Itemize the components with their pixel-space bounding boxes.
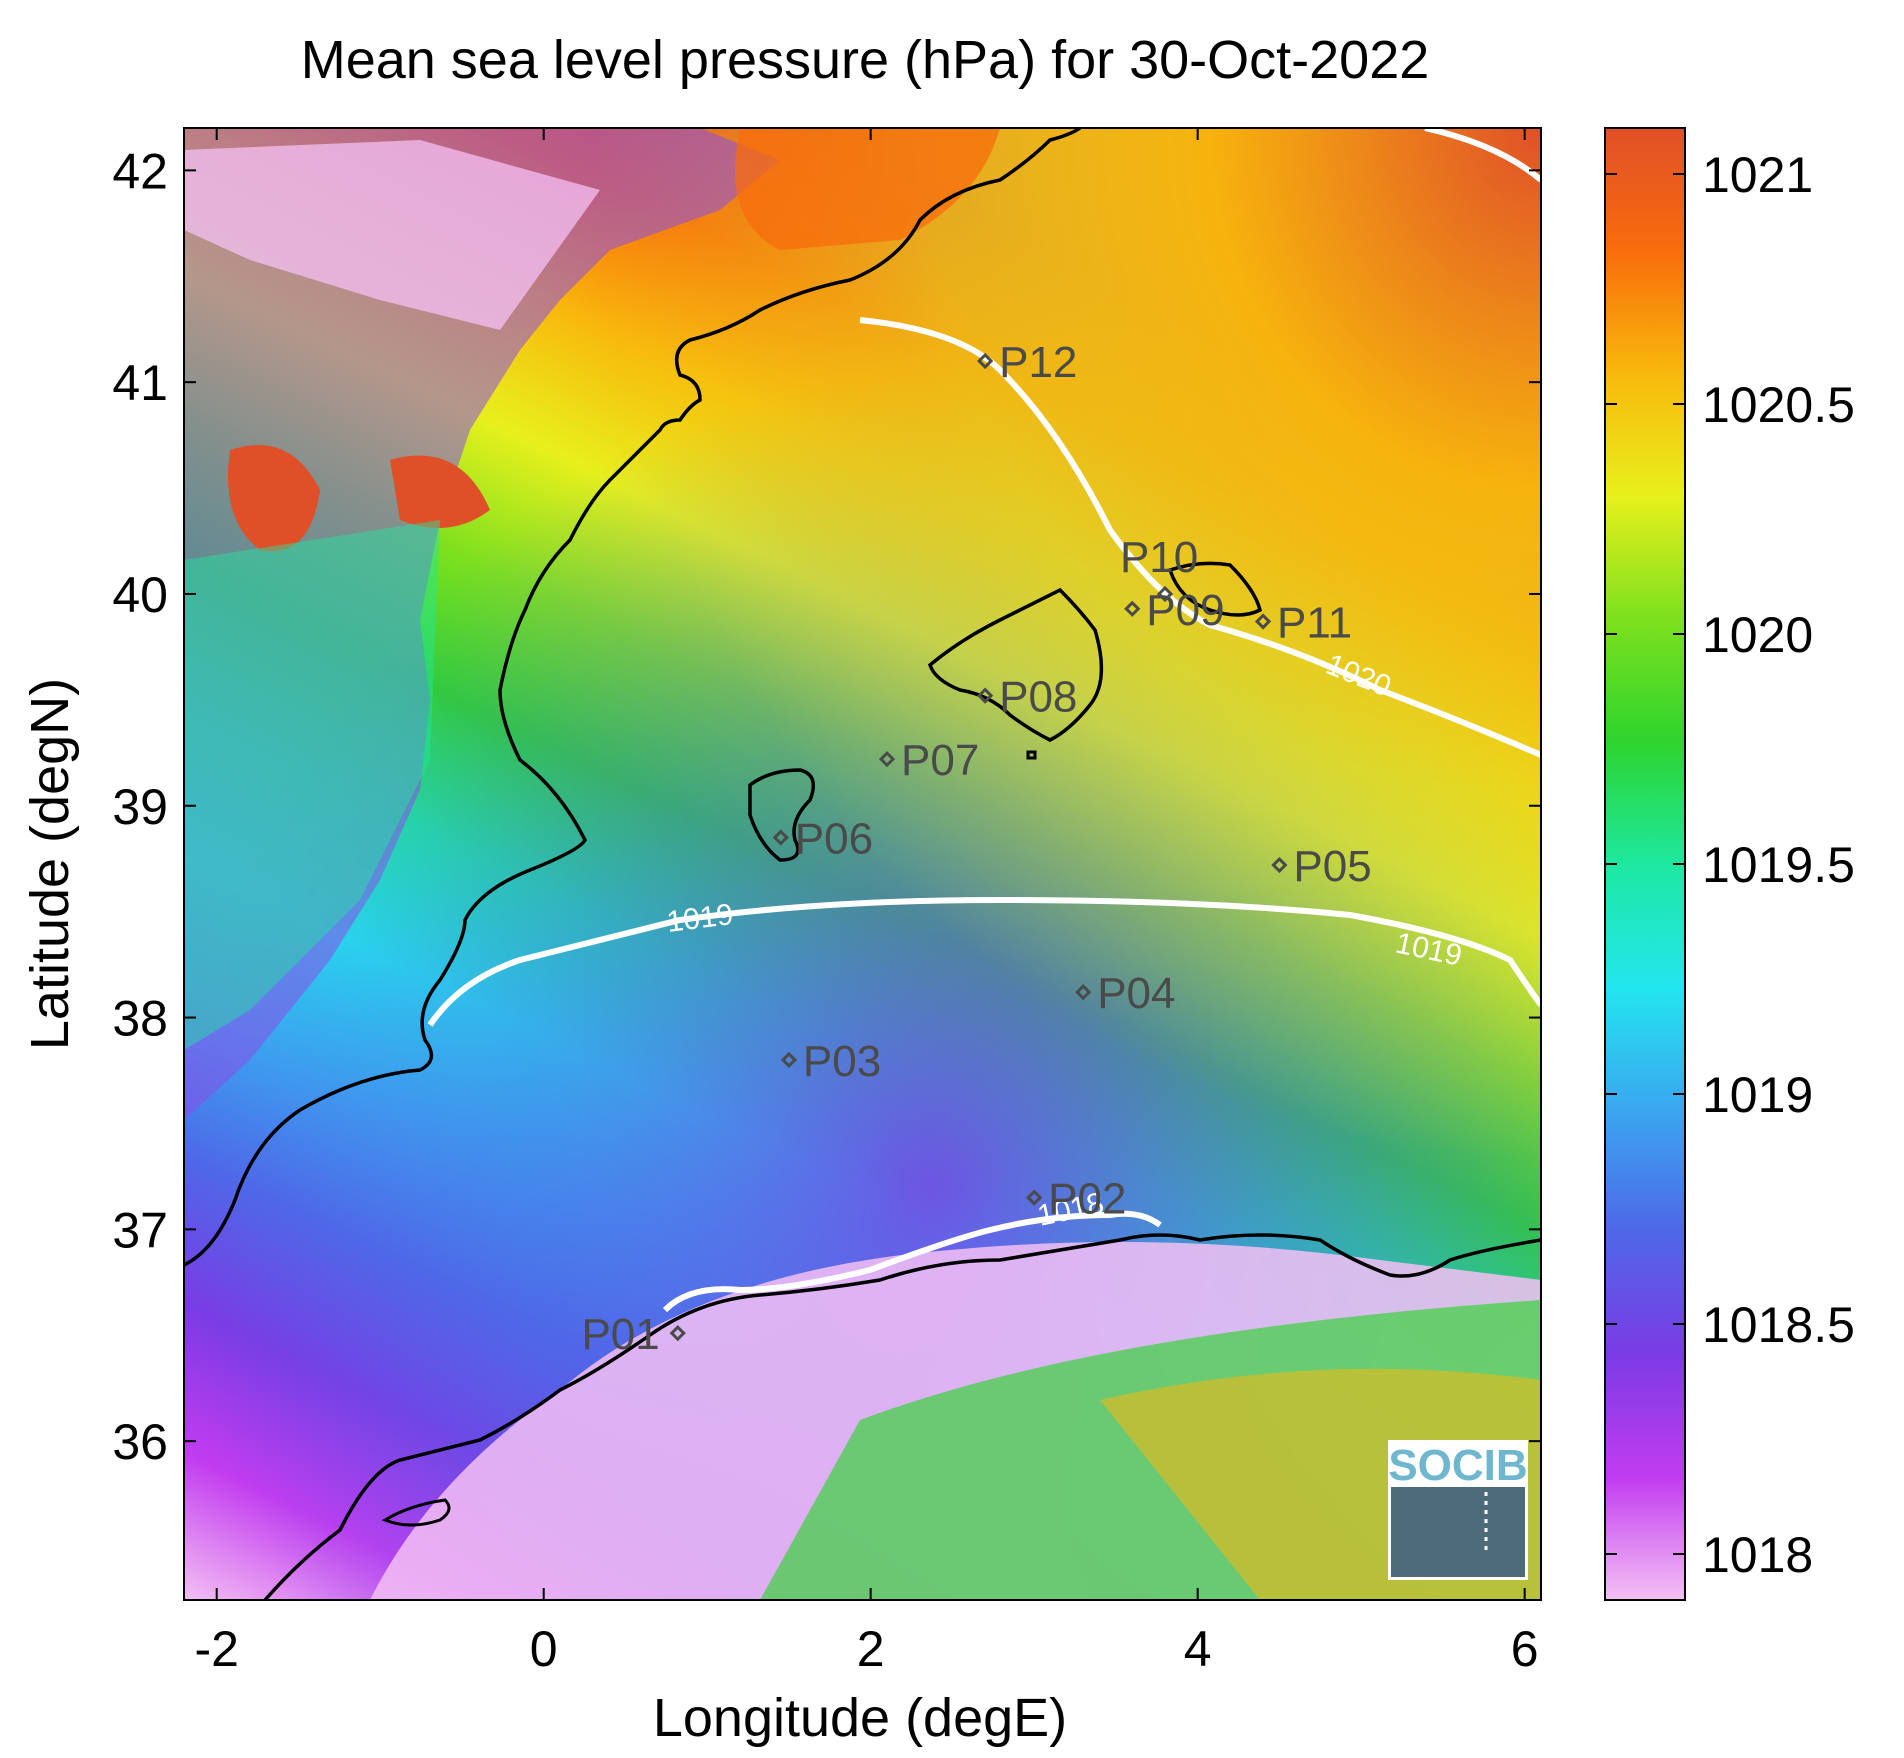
coastline-ibiza: [748, 768, 816, 862]
iberia-land-texture: [184, 128, 780, 1120]
x-tick-label: 2: [857, 1621, 885, 1677]
station-label: P10: [1120, 533, 1198, 582]
x-axis-ticks: -2 0 2 4 6: [194, 128, 1539, 1677]
station-marker: [1254, 613, 1272, 630]
iberia-land-mid: [184, 520, 440, 1050]
chart-title: Mean sea level pressure (hPa) for 30-Oct…: [301, 30, 1430, 90]
y-tick-label: 41: [112, 355, 168, 411]
station-label: P02: [1048, 1175, 1126, 1224]
colorbar-ticks: 1018 1018.5 1019 1019.5 1020 1020.5 1021: [1605, 147, 1855, 1583]
logo-sea-block: [1391, 1487, 1525, 1577]
colorbar-tick-label: 1020: [1702, 607, 1813, 663]
y-axis-label: Latitude (degN): [20, 678, 80, 1050]
station-marker: [1075, 984, 1092, 1001]
station-marker: [976, 687, 994, 704]
colorbar-tick-label: 1019.5: [1702, 837, 1855, 893]
y-tick-label: 42: [112, 143, 168, 199]
station-label: P05: [1293, 842, 1371, 891]
station-label: P01: [581, 1310, 659, 1359]
station-label: P11: [1277, 598, 1352, 647]
station-marker: [976, 352, 994, 370]
y-tick-label: 36: [112, 1414, 168, 1470]
colorbar-tick-label: 1018.5: [1702, 1297, 1855, 1353]
coastline-alboran: [381, 1498, 451, 1527]
station-marker: [878, 751, 896, 768]
colorbar-tick-label: 1020.5: [1702, 377, 1855, 433]
contour-label-1019-left: 1019: [665, 898, 735, 939]
coastline-cabrera: [1026, 750, 1037, 760]
iberia-land-high-2: [228, 445, 320, 552]
colorbar: [1605, 128, 1685, 1600]
station-label: P06: [795, 815, 873, 864]
contour-line-1020: [859, 317, 1541, 758]
station-marker: [1026, 1189, 1043, 1206]
iberia-land-high-3: [390, 455, 490, 528]
y-tick-label: 37: [112, 1202, 168, 1258]
station-marker: [1156, 585, 1174, 603]
x-tick-label: 6: [1511, 1621, 1539, 1677]
iberia-land-high-1: [184, 140, 600, 330]
coastline-africa: [263, 1233, 1541, 1600]
map-frame: [183, 127, 1542, 1601]
y-axis-ticks: 36 37 38 39 40 41 42: [112, 143, 1541, 1470]
x-tick-label: -2: [194, 1621, 238, 1677]
station-label: P07: [901, 736, 979, 785]
station-marker: [1124, 600, 1141, 617]
coastline-mallorca: [927, 587, 1104, 742]
station-label: P08: [999, 673, 1077, 722]
socib-logo: SOCIB: [1388, 1440, 1528, 1580]
logo-text: SOCIB: [1388, 1441, 1527, 1490]
station-marker: [772, 829, 789, 846]
x-tick-label: 0: [530, 1621, 558, 1677]
station-label: P04: [1097, 969, 1175, 1018]
pyrenees-land-high: [735, 128, 1000, 250]
contour-line-1018: [662, 1210, 1162, 1313]
contour-line-1019: [427, 896, 1541, 1027]
station-marker: [669, 1325, 686, 1342]
coastline-iberia: [184, 128, 1082, 1267]
station-marker: [780, 1051, 798, 1069]
station-label: P12: [999, 338, 1077, 387]
y-tick-label: 39: [112, 779, 168, 835]
y-tick-label: 38: [112, 991, 168, 1047]
station-label: P03: [803, 1037, 881, 1086]
colorbar-tick-label: 1018: [1702, 1527, 1813, 1583]
coastline-menorca: [1167, 561, 1263, 617]
y-tick-label: 40: [112, 567, 168, 623]
colorbar-tick-label: 1019: [1702, 1067, 1813, 1123]
colorbar-tick-label: 1021: [1702, 147, 1813, 203]
x-axis-label: Longitude (degE): [653, 1688, 1067, 1748]
x-tick-label: 4: [1184, 1621, 1212, 1677]
map-area: 1018 1019 1019 1020 P01P02P03P04P05P06P0…: [184, 128, 1541, 1600]
station-marker: [1271, 856, 1288, 874]
contour-line-1021: [1424, 128, 1541, 183]
